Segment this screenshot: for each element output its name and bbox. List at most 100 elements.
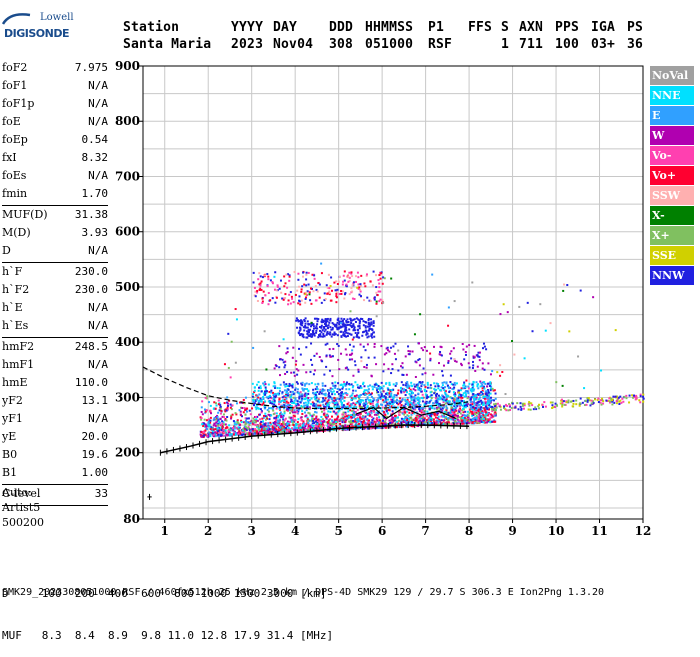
echo-point [328, 321, 331, 324]
echo-point [479, 393, 482, 396]
echo-point [214, 407, 217, 410]
echo-point [217, 419, 220, 422]
echo-point [436, 392, 439, 395]
echo-point [306, 326, 309, 329]
echo-point [350, 424, 353, 427]
echo-point [244, 396, 247, 399]
echo-point [400, 404, 403, 407]
echo-point [317, 382, 320, 385]
echo-point [296, 289, 299, 292]
echo-point [308, 406, 311, 409]
echo-point [256, 383, 259, 386]
echo-point [423, 421, 426, 424]
echo-point [341, 283, 344, 286]
echo-point [216, 432, 219, 435]
echo-point [275, 416, 278, 419]
echo-point [360, 295, 363, 298]
echo-point [341, 394, 344, 397]
echo-point [351, 425, 354, 428]
echo-point [460, 387, 463, 390]
echo-point [377, 279, 380, 282]
echo-point [248, 433, 251, 436]
echo-point [306, 405, 309, 408]
echo-point [355, 420, 358, 423]
echo-point [631, 394, 634, 397]
echo-point [219, 433, 222, 436]
echo-point [283, 404, 286, 407]
echo-point [438, 407, 441, 410]
echo-point [199, 433, 202, 436]
echo-point [482, 396, 485, 399]
echo-point [276, 285, 279, 288]
echo-point [472, 355, 475, 358]
echo-point [282, 361, 285, 364]
echo-point [265, 396, 268, 399]
logo-text-digisonde: DIGISONDE [4, 27, 69, 40]
echo-point [376, 391, 379, 394]
echo-point [256, 415, 259, 418]
echo-point [423, 419, 426, 422]
echo-point [315, 329, 318, 332]
echo-point [443, 419, 446, 422]
echo-point [438, 398, 441, 401]
echo-point [398, 397, 401, 400]
echo-point [274, 396, 277, 399]
echo-point [370, 411, 373, 414]
echo-point [461, 399, 464, 402]
echo-point [491, 405, 494, 408]
echo-point [482, 410, 485, 413]
echo-point [458, 419, 461, 422]
echo-point [346, 318, 349, 321]
echo-point [351, 352, 354, 355]
echo-point [365, 425, 368, 428]
echo-point [352, 281, 355, 284]
echo-point [284, 297, 287, 300]
echo-point [203, 418, 206, 421]
echo-point [487, 382, 490, 385]
echo-point [253, 402, 256, 405]
echo-point [280, 423, 283, 426]
echo-point [347, 417, 350, 420]
echo-point [474, 412, 477, 415]
muf-table: D 100 200 400 600 800 1000 1500 3000 [km… [2, 559, 333, 657]
echo-point [339, 330, 342, 333]
echo-point [551, 404, 554, 407]
param-label: fmin [2, 187, 28, 200]
echo-point [463, 402, 466, 405]
echo-point [474, 416, 477, 419]
echo-point [330, 276, 333, 279]
echo-point [375, 302, 378, 305]
echo-point [358, 286, 361, 289]
echo-point [397, 403, 400, 406]
echo-point [534, 406, 537, 409]
echo-point [338, 425, 341, 428]
echo-point [369, 402, 372, 405]
echo-point [370, 392, 373, 395]
echo-point [622, 400, 625, 403]
echo-point [452, 407, 455, 410]
echo-point [441, 381, 444, 384]
echo-point [400, 386, 403, 389]
echo-point [328, 369, 331, 372]
echo-point [350, 321, 353, 324]
echo-point [430, 414, 433, 417]
echo-point [346, 394, 349, 397]
logo-text-lowell: Lowell [40, 12, 74, 23]
echo-point [376, 398, 379, 401]
echo-point [602, 400, 605, 403]
echo-point [311, 426, 314, 429]
echo-point [382, 423, 385, 426]
echo-point [531, 330, 534, 333]
echo-point [332, 323, 335, 326]
echo-point [281, 358, 284, 361]
echo-point [364, 411, 367, 414]
echo-point [298, 300, 301, 303]
echo-point [449, 374, 452, 377]
echo-point [352, 323, 355, 326]
header-label-7: S [501, 20, 510, 35]
echo-point [506, 311, 509, 314]
echo-point [264, 274, 267, 277]
echo-point [415, 397, 418, 400]
echo-point [438, 396, 441, 399]
echo-point [318, 401, 321, 404]
